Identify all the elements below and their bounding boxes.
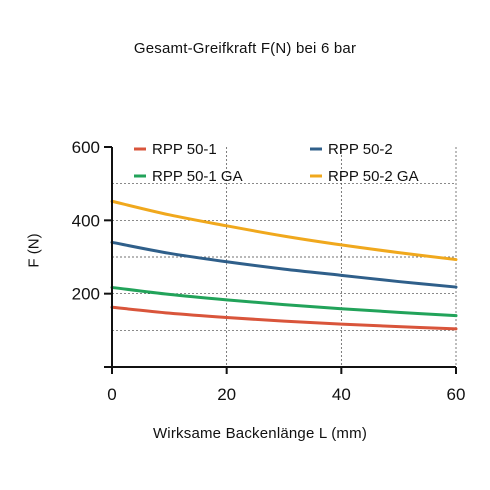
axis-layer: 200 400 600 0 20 40 60 — [72, 138, 466, 404]
series-layer — [110, 199, 458, 331]
series-line-rpp-50-1 — [110, 305, 458, 331]
series-line-rpp-50-2-ga — [110, 199, 458, 262]
legend-label-rpp-50-2-ga: RPP 50-2 GA — [328, 168, 419, 185]
chart-title: Gesamt-Greifkraft F(N) bei 6 bar — [133, 40, 357, 57]
y-tick-label: 600 — [72, 138, 100, 157]
x-axis-title: Wirksame Backenlänge L (mm) — [152, 425, 368, 442]
series-line-rpp-50-1-ga — [110, 285, 458, 318]
series-line-rpp-50-2 — [110, 240, 458, 289]
y-tick-label: 400 — [72, 211, 100, 230]
x-tick-label: 60 — [447, 385, 466, 404]
x-tick-label: 20 — [217, 385, 236, 404]
legend-label-rpp-50-2: RPP 50-2 — [328, 141, 393, 158]
legend-label-rpp-50-1-ga: RPP 50-1 GA — [152, 168, 243, 185]
y-tick-label: 200 — [72, 285, 100, 304]
x-tick-label: 40 — [332, 385, 351, 404]
legend: RPP 50-1 RPP 50-2 RPP 50-1 GA RPP 50-2 GA — [134, 141, 419, 185]
x-tick-label: 0 — [107, 385, 116, 404]
legend-label-rpp-50-1: RPP 50-1 — [152, 141, 217, 158]
